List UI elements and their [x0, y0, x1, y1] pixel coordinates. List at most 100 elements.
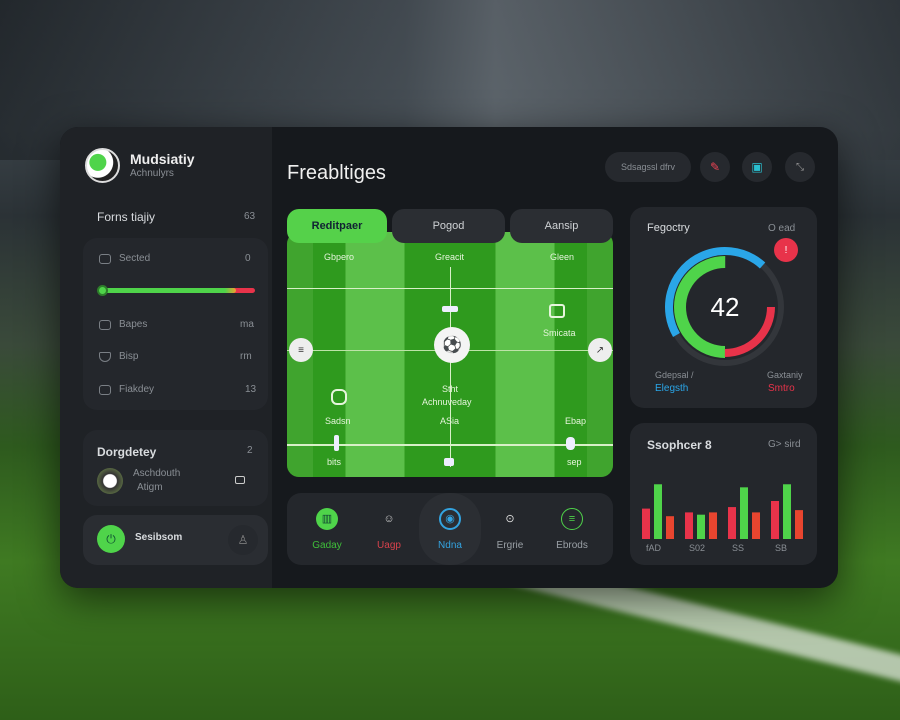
power-icon[interactable]: ⏻ — [97, 525, 125, 553]
contact-sub: Atigm — [137, 482, 163, 493]
bar-S02-2 — [709, 512, 717, 539]
bar-SB-2 — [795, 510, 803, 539]
player-icon[interactable]: ⚽ — [434, 327, 470, 363]
bar-SS-1 — [740, 487, 748, 539]
gauge-chart — [665, 247, 785, 367]
nav-label: Uagp — [377, 539, 401, 551]
chat-icon: ≡ — [561, 507, 583, 530]
pitch-label: Gleen — [550, 252, 575, 262]
gauge-right-value: Smtro — [768, 383, 795, 394]
nav-label: Ergrie — [496, 539, 524, 551]
bar-SS-2 — [752, 512, 760, 539]
nav-label: Gaday — [312, 539, 342, 551]
pitch-label: Smicata — [543, 328, 576, 338]
image-icon — [99, 320, 111, 330]
expand-icon[interactable]: ⤡ — [785, 152, 815, 182]
bar-chart-card: Ssophcer 8 G> sird fAD S02 SS SB — [630, 423, 817, 565]
slider-handle[interactable] — [566, 437, 575, 450]
chart-title: Ssophcer 8 — [647, 438, 712, 452]
marker[interactable] — [444, 458, 454, 466]
bar-S02-0 — [685, 512, 693, 539]
pitch: Gbpero Greacit Gleen ⚽ ≡ ↗ Smicata Stht … — [287, 232, 613, 477]
bar-SS-0 — [728, 507, 736, 539]
x-tick-label: SB — [775, 543, 788, 553]
pitch-label: ASia — [440, 416, 460, 426]
pitch-label: Gbpero — [324, 252, 355, 262]
gauge-arc-blue — [665, 247, 785, 367]
row-value: rm — [240, 351, 252, 362]
camera-icon[interactable]: ▣ — [742, 152, 772, 182]
nav-ergrie[interactable]: ⊙ Ergrie — [480, 493, 540, 565]
pitch-label: bits — [327, 457, 342, 467]
card-count: 2 — [247, 445, 253, 456]
slider-fill — [99, 288, 237, 293]
pitch-label: Ebap — [565, 416, 587, 426]
bar-fAD-0 — [642, 508, 650, 539]
contact-card: Dorgdetey 2 Aschdouth Atigm — [83, 430, 268, 506]
message-icon[interactable] — [235, 476, 245, 484]
progress-slider[interactable] — [97, 285, 255, 296]
sidebar-section-count: 63 — [244, 211, 256, 222]
card-title: Dorgdetey — [97, 445, 157, 459]
gauge-left-value: Elegsth — [655, 383, 689, 394]
contact-name: Aschdouth — [133, 468, 181, 479]
nav-ndna[interactable]: ◉ Ndna — [419, 493, 481, 565]
tab-reditpaer[interactable]: Reditpaer — [287, 209, 387, 243]
search-button[interactable]: Sdsagssl dfrv — [605, 152, 691, 182]
row-value: ma — [240, 319, 254, 330]
logo-icon — [85, 148, 120, 183]
tag-icon[interactable]: ✎ — [700, 152, 730, 182]
right-handle-icon[interactable]: ↗ — [588, 338, 612, 362]
sidebar-section-title: Forns tiajiy — [97, 210, 156, 224]
alert-badge[interactable]: ! — [774, 238, 798, 262]
gauge-arc-red — [675, 257, 775, 357]
pitch-center-title: Stht — [442, 384, 459, 394]
row-label: Bisp — [119, 351, 139, 362]
cursor-icon — [99, 254, 111, 264]
pitch-line — [450, 267, 451, 467]
bar-S02-1 — [697, 514, 705, 539]
bar-SB-1 — [783, 484, 791, 539]
nav-gaday[interactable]: ▥ Gaday — [297, 493, 357, 565]
x-tick-label: SS — [732, 543, 745, 553]
nav-label: Ndna — [438, 539, 462, 551]
left-handle-icon[interactable]: ≡ — [289, 338, 313, 362]
bar-fAD-1 — [654, 484, 662, 539]
mask-icon: ☺ — [383, 512, 395, 525]
page-title: Freabltiges — [287, 162, 386, 184]
app-subtitle: Achnulyrs — [130, 168, 174, 179]
row-label: Bapes — [119, 319, 148, 330]
bar-chart — [642, 484, 803, 539]
pitch-label: sep — [567, 457, 582, 467]
tab-pogod[interactable]: Pogod — [392, 209, 505, 243]
app-title: Mudsiatiy — [130, 151, 195, 167]
lock-icon — [331, 389, 347, 405]
bar-fAD-2 — [666, 516, 674, 539]
x-tick-label: S02 — [689, 543, 706, 553]
slider-handle[interactable] — [97, 285, 108, 296]
session-card[interactable]: ⏻ Sesibsom ♙ — [83, 515, 268, 565]
grid-icon: ▥ — [316, 507, 338, 530]
gauge-card: Fegoctry O ead ! 42 Gdepsal / Elegsth Ga… — [630, 207, 817, 408]
gauge-value: 42 — [710, 292, 740, 322]
clock-icon: ⊙ — [505, 513, 515, 525]
slider-handle[interactable] — [334, 435, 339, 451]
tab-aansip[interactable]: Aansip — [510, 209, 613, 243]
x-tick-label: fAD — [646, 543, 662, 553]
gauge-status: O ead — [768, 223, 796, 234]
camera-icon — [549, 304, 565, 318]
check-icon — [99, 385, 111, 395]
gauge-left-label: Gdepsal / — [655, 370, 694, 380]
marker[interactable] — [442, 306, 458, 312]
pitch-center-sub: Achnuveday — [422, 397, 472, 407]
gauge-title: Fegoctry — [647, 222, 690, 234]
row-value: 0 — [245, 253, 251, 264]
nav-ebrods[interactable]: ≡ Ebrods — [542, 493, 602, 565]
shield-icon: ◉ — [439, 507, 461, 530]
nav-label: Ebrods — [556, 539, 588, 551]
user-button[interactable]: ♙ — [228, 525, 258, 555]
pitch-label: Sadsn — [325, 416, 351, 426]
nav-uagp[interactable]: ☺ Uagp — [359, 493, 419, 565]
chart-legend: G> sird — [768, 439, 801, 450]
session-label: Sesibsom — [135, 532, 183, 543]
